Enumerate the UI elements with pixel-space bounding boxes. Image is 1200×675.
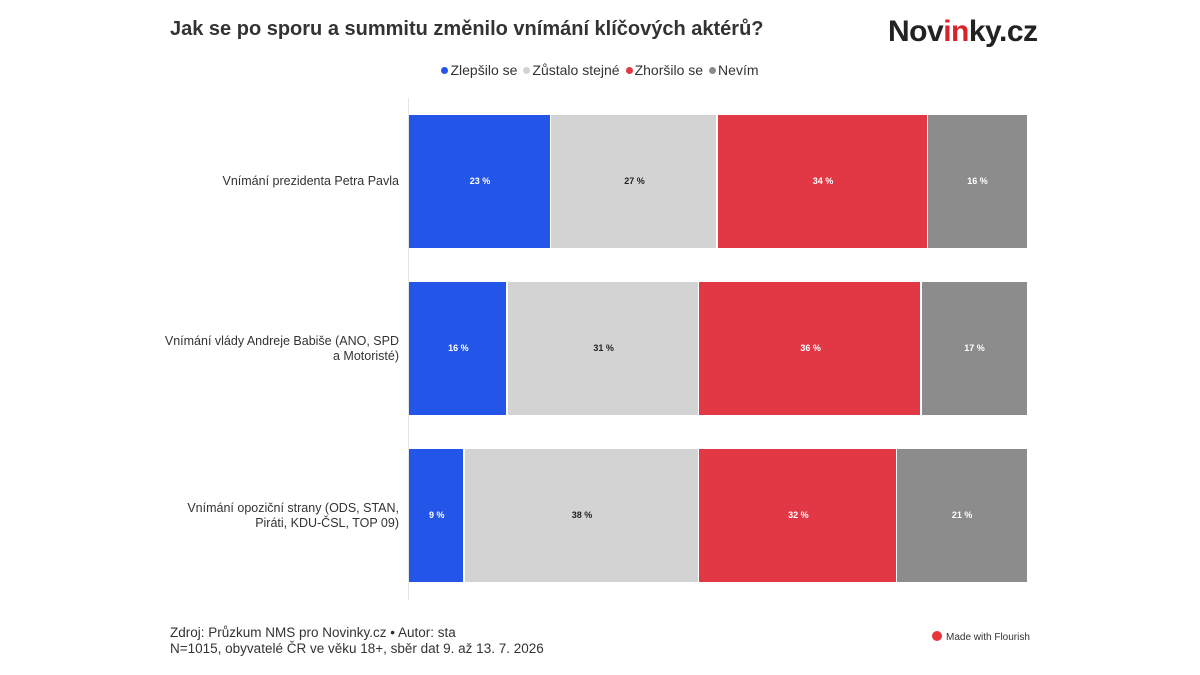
data-label-row2-series3: 36 % xyxy=(800,342,821,353)
legend-dot-icon xyxy=(625,66,633,74)
category-label-line: a Motoristé) xyxy=(333,348,399,363)
chart-legend: Zlepšilo se Zůstalo stejné Zhoršilo se Neví… xyxy=(0,62,1200,78)
bar-segment-row1-series2[interactable] xyxy=(551,115,717,248)
data-label-row1-series2: 27 % xyxy=(624,175,645,186)
category-label-1: Vnímání prezidenta Petra Pavla xyxy=(150,174,400,189)
flourish-credit[interactable]: Made with Flourish xyxy=(932,631,1030,643)
logo-text-2: ky.cz xyxy=(968,15,1038,48)
source-note: Zdroj: Průzkum NMS pro Novinky.cz • Auto… xyxy=(170,625,456,640)
legend-label: Zhoršilo se xyxy=(634,62,704,78)
legend-dot-icon xyxy=(523,66,531,74)
category-label-2: Vnímání vlády Andreje Babiše (ANO, SPD a … xyxy=(150,334,399,364)
data-label-row3-series2: 38 % xyxy=(571,509,593,520)
flourish-credit-label: Made with Flourish xyxy=(946,632,1030,643)
bar-segment-row2-series4[interactable] xyxy=(921,282,1027,415)
category-label-3: Vnímání opoziční strany (ODS, STAN, Pirát… xyxy=(150,501,399,531)
data-label-row1-series4: 16 % xyxy=(967,175,988,186)
data-label-row2-series2: 31 % xyxy=(593,342,614,353)
novinky-logo[interactable]: Novinky.cz xyxy=(888,15,1038,49)
legend-label: Nevím xyxy=(718,62,759,78)
category-label-line: Vnímání vlády Andreje Babiše (ANO, SPD xyxy=(164,333,399,348)
flourish-logo-icon xyxy=(932,631,942,642)
data-label-row3-series4: 21 % xyxy=(951,509,973,520)
data-label-row3-series1: 9 % xyxy=(429,509,445,520)
bar-segment-row3-series2[interactable] xyxy=(464,449,698,582)
category-label-line: Vnímání prezidenta Petra Pavla xyxy=(222,174,400,188)
sample-note: N=1015, obyvatelé ČR ve věku 18+, sběr d… xyxy=(170,640,544,656)
data-label-row3-series3: 32 % xyxy=(788,509,809,520)
logo-text-1: Nov xyxy=(888,15,944,48)
category-axis-line xyxy=(408,98,409,600)
chart-title: Jak se po sporu a summitu změnilo vnímán… xyxy=(170,18,764,40)
bar-segment-row2-series2[interactable] xyxy=(507,282,698,415)
category-label-line: Piráti, KDU-ČSL, TOP 09) xyxy=(255,515,399,530)
chart-footer: Zdroj: Průzkum NMS pro Novinky.cz • Auto… xyxy=(170,625,544,656)
bar-segment-row2-series3[interactable] xyxy=(699,282,921,415)
legend-label: Zlepšilo se xyxy=(450,62,518,78)
data-label-row2-series4: 17 % xyxy=(964,342,985,353)
bar-segment-row3-series4[interactable] xyxy=(897,449,1027,582)
legend-item-3[interactable]: Zhoršilo se xyxy=(625,62,704,78)
bar-segment-row3-series3[interactable] xyxy=(699,449,896,582)
bar-segment-row1-series1[interactable] xyxy=(409,115,550,248)
bar-segment-row1-series4[interactable] xyxy=(928,115,1027,248)
legend-item-4[interactable]: Nevím xyxy=(709,62,759,78)
data-label-row2-series1: 16 % xyxy=(448,342,469,353)
logo-text-accent: in xyxy=(943,15,969,48)
legend-item-1[interactable]: Zlepšilo se xyxy=(441,62,517,78)
data-label-row1-series3: 34 % xyxy=(812,175,834,186)
legend-label: Zůstalo stejné xyxy=(532,62,620,78)
data-label-row1-series1: 23 % xyxy=(469,175,491,186)
category-label-line: Vnímání opoziční strany (ODS, STAN, xyxy=(187,500,399,515)
bar-segment-row2-series1[interactable] xyxy=(409,282,507,415)
bar-segment-row1-series3[interactable] xyxy=(718,115,927,248)
legend-dot-icon xyxy=(441,66,449,74)
legend-item-2[interactable]: Zůstalo stejné xyxy=(523,62,620,78)
bar-segment-row3-series1[interactable] xyxy=(409,449,464,582)
legend-dot-icon xyxy=(709,66,717,74)
